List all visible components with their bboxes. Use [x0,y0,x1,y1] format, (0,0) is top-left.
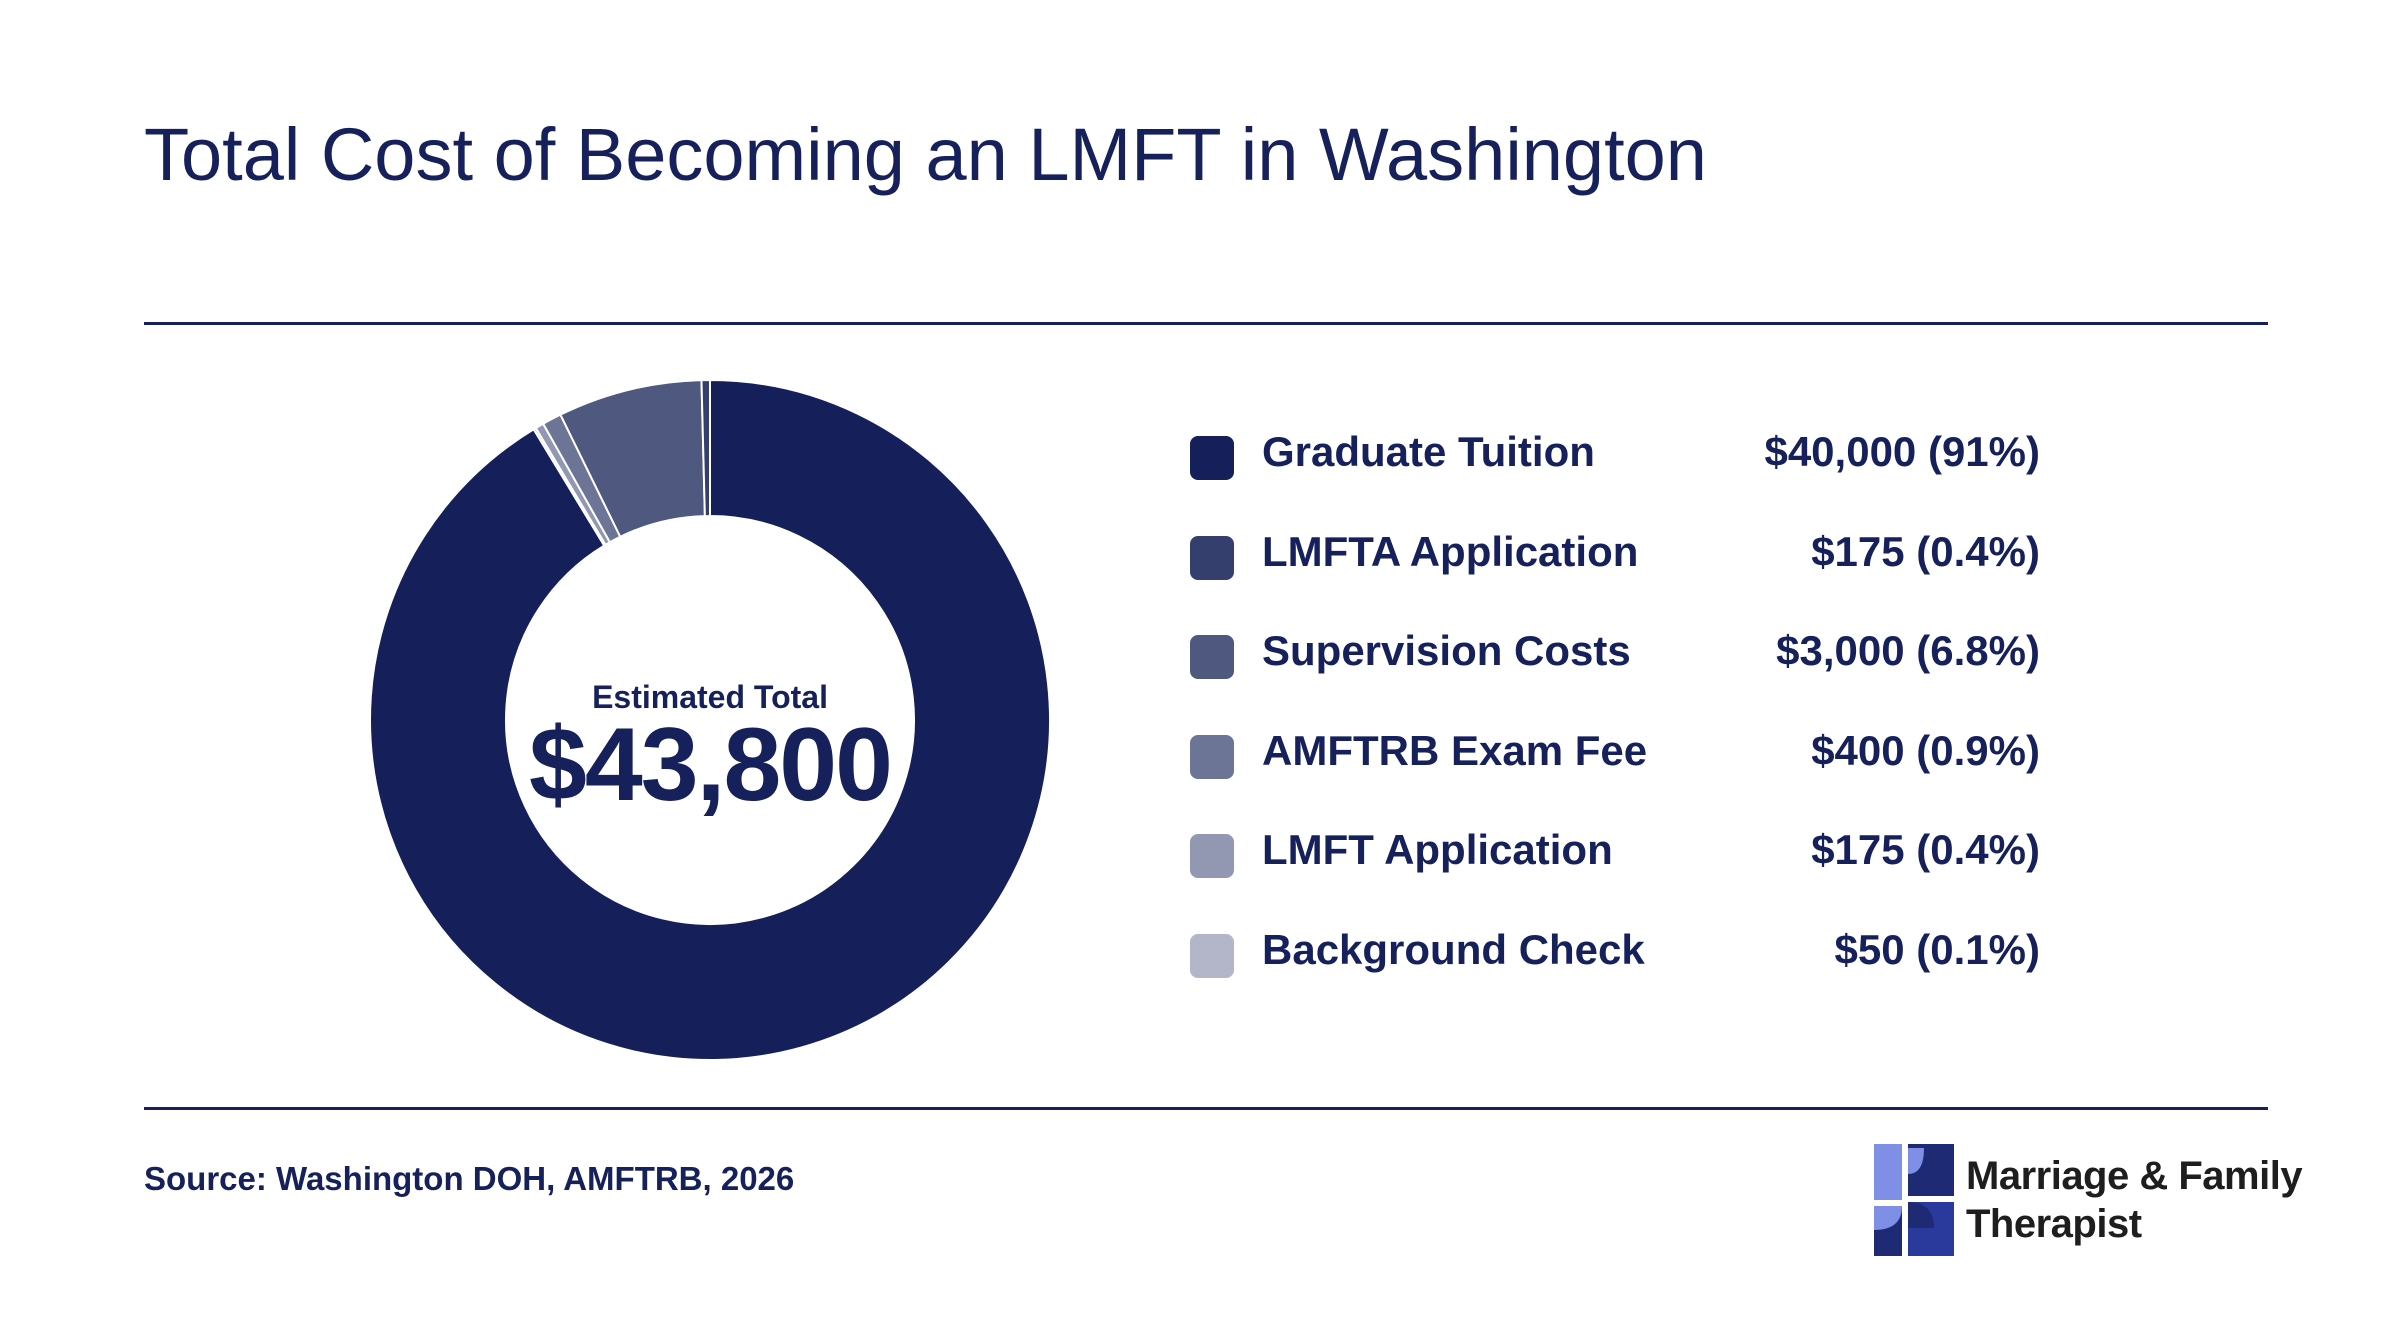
legend-swatch [1190,535,1234,580]
legend-item: Supervision Costs $3,000 (6.8%) [1190,613,2040,713]
legend-swatch [1190,933,1234,978]
brand-name: Marriage & Family Therapist [1966,1152,2303,1248]
legend-item: AMFTRB Exam Fee $400 (0.9%) [1190,713,2040,813]
legend-swatch [1190,436,1234,480]
brand-logo-icon [1874,1144,1954,1256]
legend-label: Graduate Tuition [1262,428,1595,475]
center-total-label: Estimated Total [592,679,828,715]
legend-value: $175 (0.4%) [1811,527,2040,575]
legend-swatch [1190,834,1234,878]
page-title: Total Cost of Becoming an LMFT in Washin… [144,113,1707,196]
legend-label: LMFTA Application [1262,527,1639,575]
legend-swatch [1190,635,1234,679]
donut-chart: Estimated Total $43,800 [369,378,1051,1061]
legend-item: LMFT Application $175 (0.4%) [1190,812,2040,912]
bottom-divider [144,1107,2268,1110]
legend-value: $3,000 (6.8%) [1776,627,2040,674]
legend-item: LMFTA Application $175 (0.4%) [1190,514,2040,614]
legend-item: Graduate Tuition $40,000 (91%) [1190,414,2040,514]
legend-swatch [1190,734,1234,779]
brand-name-line1: Marriage & Family [1966,1154,2303,1198]
brand-name-line2: Therapist [1966,1202,2142,1246]
legend-value: $175 (0.4%) [1811,826,2040,873]
legend-label: LMFT Application [1262,826,1613,873]
center-total-value: $43,800 [529,707,891,823]
legend-label: Background Check [1262,925,1645,973]
donut-slice-graduate-tuition [369,378,1051,1061]
legend-value: $40,000 (91%) [1764,428,2040,475]
legend-label: AMFTRB Exam Fee [1262,726,1648,774]
top-divider [144,322,2268,325]
source-note: Source: Washington DOH, AMFTRB, 2026 [144,1160,795,1197]
brand-logo: Marriage & Family Therapist [1874,1144,2303,1256]
legend-value: $400 (0.9%) [1811,726,2040,774]
legend-value: $50 (0.1%) [1834,925,2040,973]
chart-legend: Graduate Tuition $40,000 (91%) LMFTA App… [1190,414,2040,1011]
donut-slice-lmfta-application [700,378,711,518]
legend-label: Supervision Costs [1262,627,1631,674]
legend-item: Background Check $50 (0.1%) [1190,912,2040,1012]
